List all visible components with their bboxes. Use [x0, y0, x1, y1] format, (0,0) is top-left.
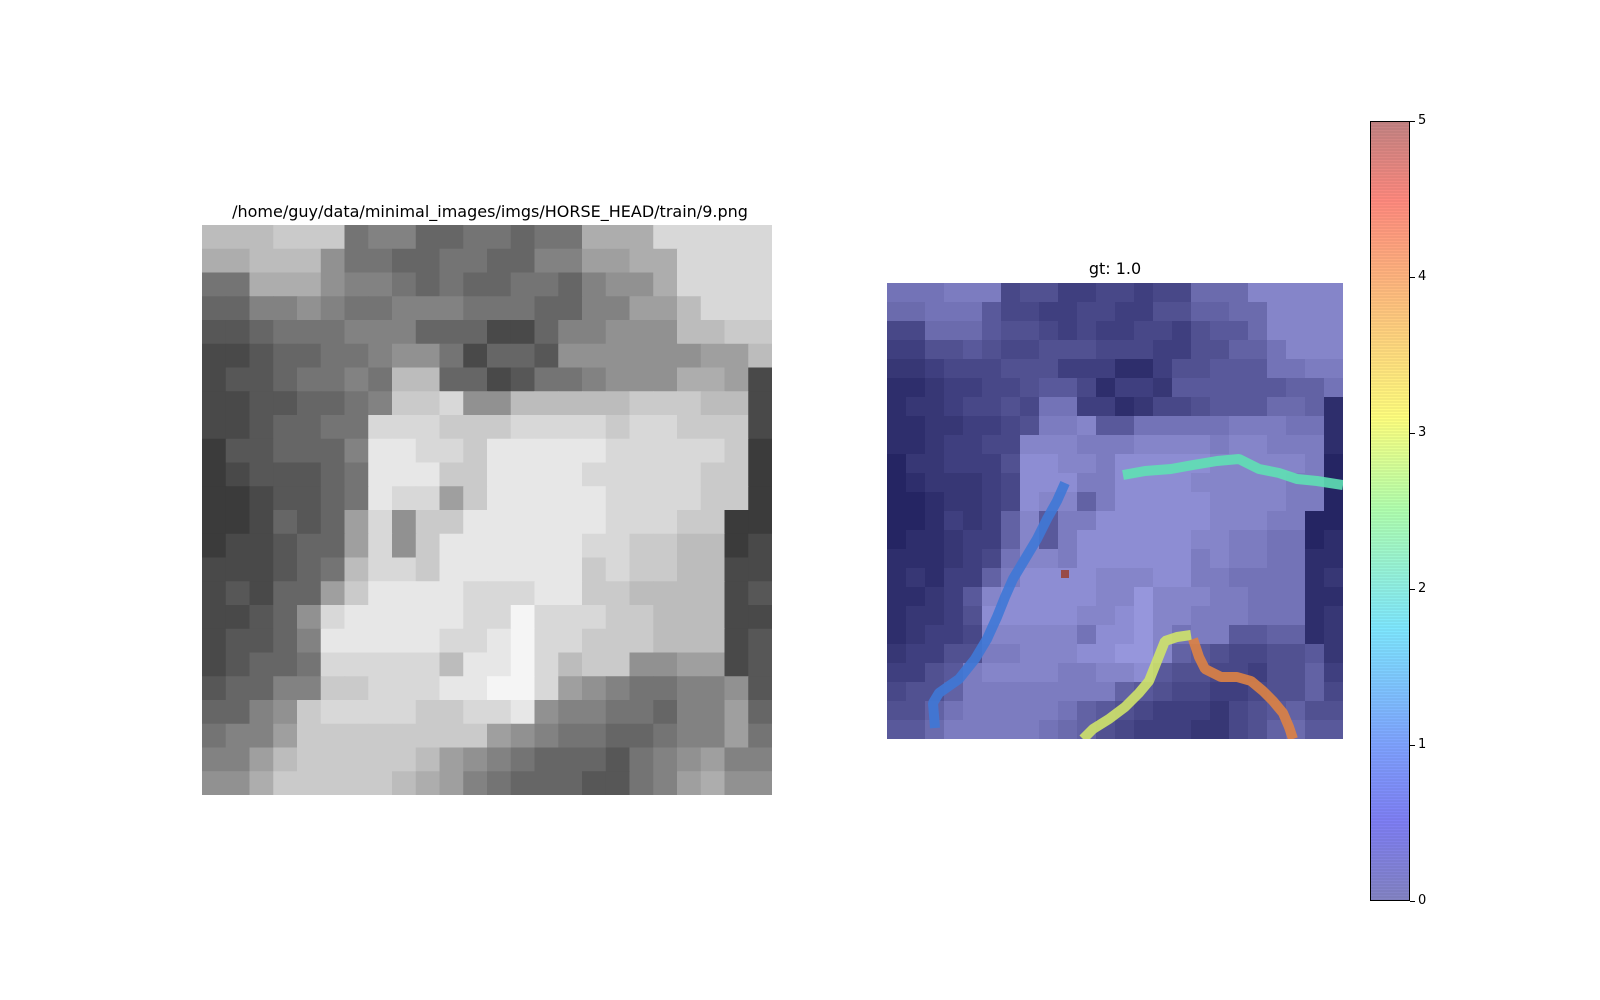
contour-level-5 — [1061, 570, 1069, 578]
colorbar-tick-label: 3 — [1418, 425, 1427, 440]
colorbar-gradient — [1370, 121, 1410, 901]
left-image-title: /home/guy/data/minimal_images/imgs/HORSE… — [232, 202, 748, 221]
contour-level-3 — [1079, 630, 1192, 739]
contour-level-4 — [1188, 637, 1298, 739]
contour-level-1 — [928, 480, 1070, 729]
overlay-image — [887, 283, 1343, 739]
contour-level-2 — [1122, 454, 1343, 490]
colorbar-tick-label: 2 — [1418, 581, 1427, 596]
colorbar-tick — [1410, 744, 1415, 746]
colorbar-tick — [1410, 900, 1415, 902]
colorbar-tick-label: 4 — [1418, 269, 1427, 284]
colorbar-tick — [1410, 432, 1415, 434]
colorbar — [1370, 121, 1410, 901]
colorbar-tick — [1410, 588, 1415, 590]
colorbar-tick-label: 5 — [1418, 113, 1427, 128]
colorbar-tick-label: 1 — [1418, 737, 1427, 752]
grayscale-image — [202, 225, 772, 795]
colorbar-tick-label: 0 — [1418, 893, 1427, 908]
colorbar-tick — [1410, 120, 1415, 122]
colorbar-tick — [1410, 276, 1415, 278]
overlay-image-title: gt: 1.0 — [1088, 259, 1142, 278]
